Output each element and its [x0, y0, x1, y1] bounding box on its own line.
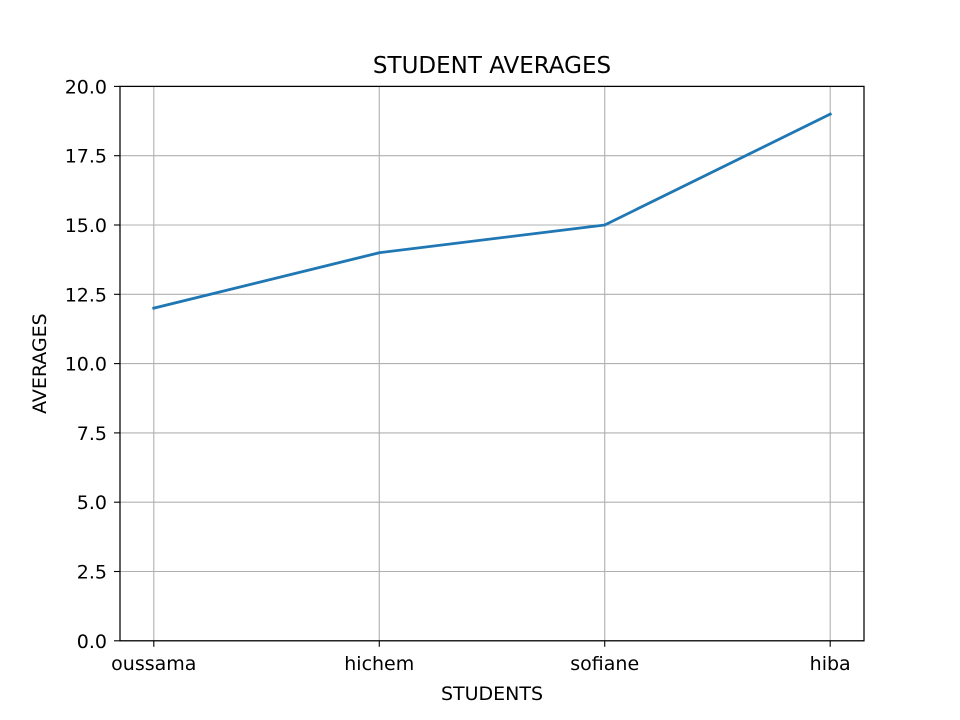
data-point-sofiane [603, 223, 607, 227]
y-tick-label: 0.0 [77, 631, 107, 653]
x-tick-label: sofiane [570, 653, 639, 675]
y-tick-label: 7.5 [77, 423, 107, 445]
x-tick-label: oussama [111, 653, 196, 675]
y-tick-label: 20.0 [65, 76, 107, 98]
y-tick-label: 12.5 [65, 284, 107, 306]
y-axis-label: AVERAGES [29, 313, 51, 414]
y-tick-label: 17.5 [65, 146, 107, 168]
y-tick-label: 10.0 [65, 354, 107, 376]
x-axis-label: STUDENTS [441, 683, 543, 705]
y-tick-label: 15.0 [65, 215, 107, 237]
data-point-hiba [828, 112, 832, 116]
data-point-oussama [152, 306, 156, 310]
x-tick-label: hichem [344, 653, 414, 675]
y-tick-label: 5.0 [77, 492, 107, 514]
chart-title: STUDENT AVERAGES [373, 53, 611, 79]
data-point-hichem [377, 251, 381, 255]
series-line [152, 112, 833, 310]
y-ticks: 0.0 2.5 5.0 7.5 10.0 12.5 15.0 17.5 20.0 [65, 76, 120, 653]
x-ticks: oussama hichem sofiane hiba [111, 640, 851, 675]
x-tick-label: hiba [810, 653, 851, 675]
series-layer [152, 112, 833, 310]
y-tick-label: 2.5 [77, 562, 107, 584]
